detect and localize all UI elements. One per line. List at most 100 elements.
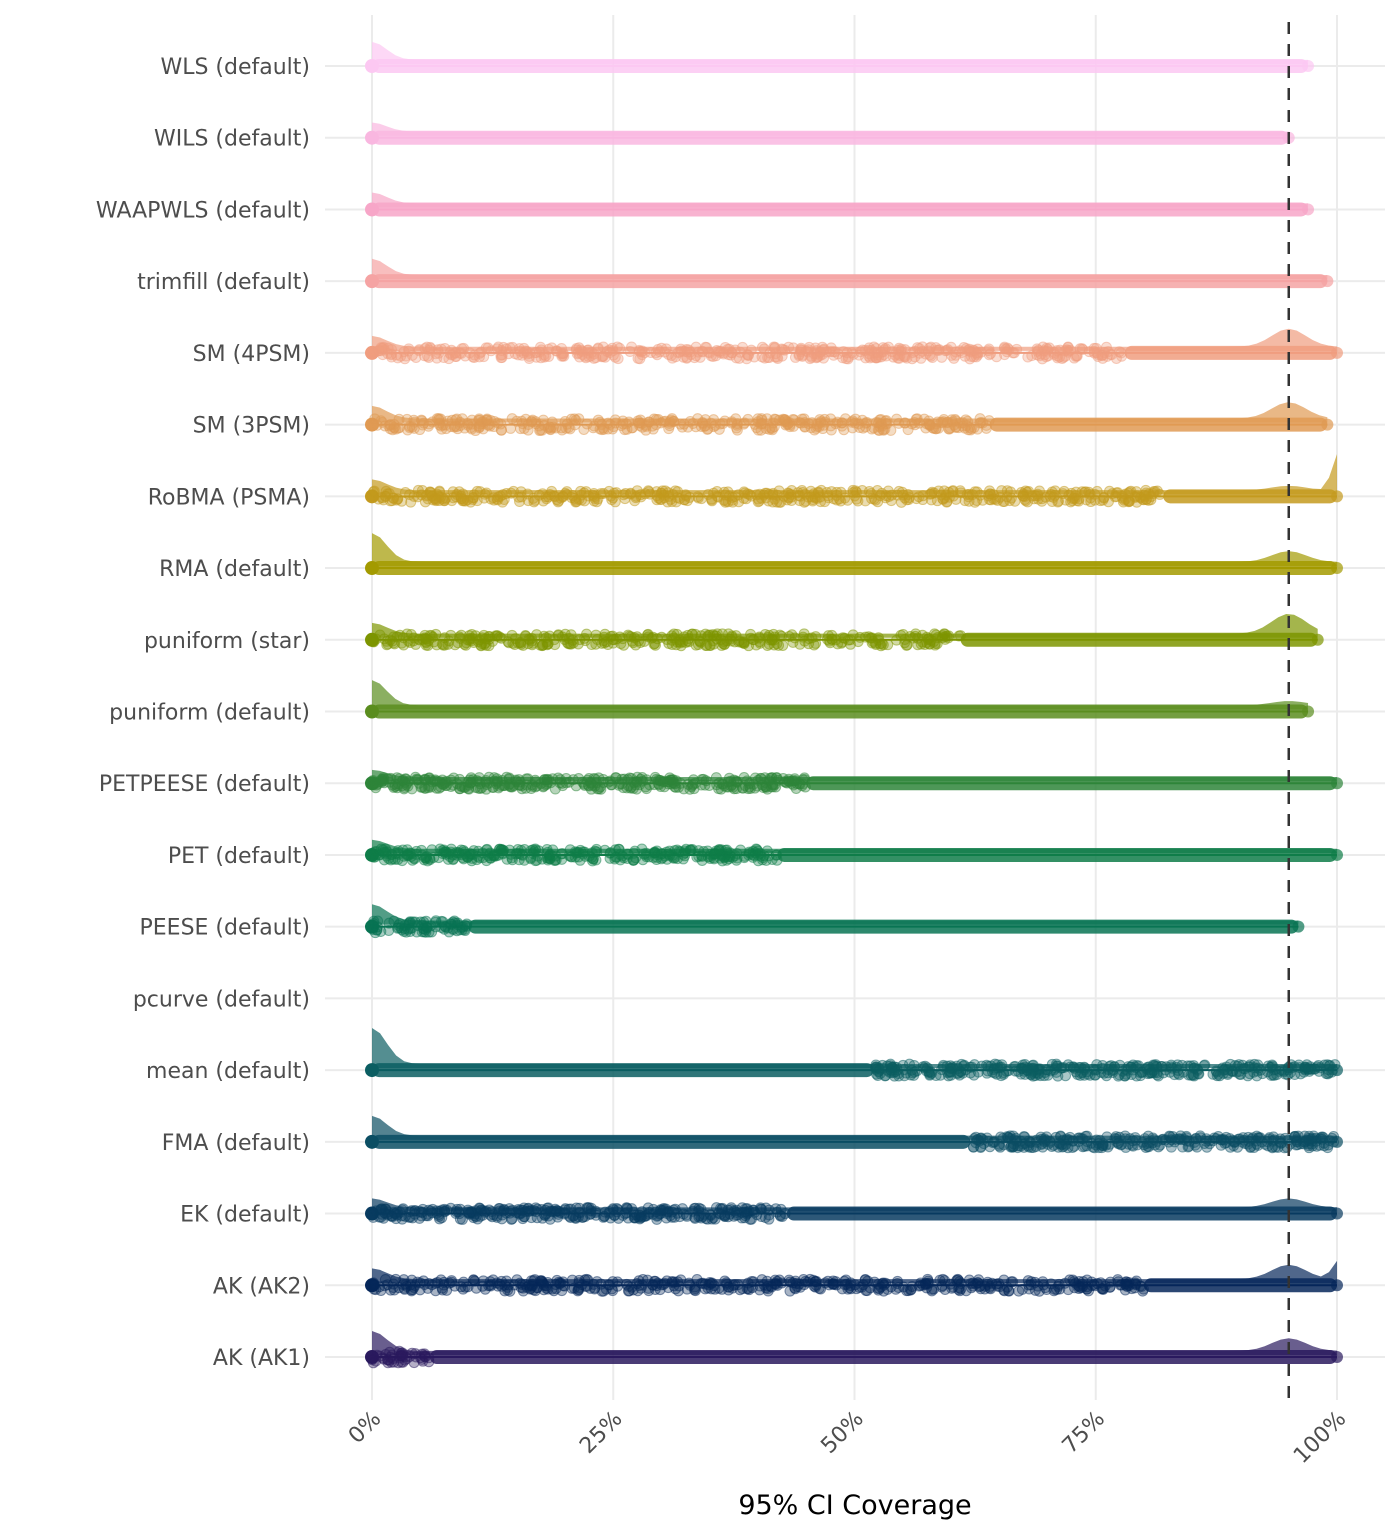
data-point — [888, 1066, 900, 1078]
point-band — [372, 1063, 874, 1078]
data-point — [1017, 488, 1029, 500]
y-tick-label: WLS (default) — [160, 55, 310, 80]
data-point — [942, 416, 954, 428]
y-tick-label: SM (3PSM) — [193, 414, 310, 439]
data-point — [1029, 490, 1041, 502]
data-point — [750, 639, 762, 651]
data-point — [777, 639, 789, 651]
data-point — [546, 342, 558, 354]
data-point — [1229, 1136, 1241, 1148]
x-axis-title: 95% CI Coverage — [738, 1490, 971, 1521]
data-point — [717, 417, 729, 429]
data-point — [633, 417, 645, 429]
data-point — [602, 417, 614, 429]
data-point — [663, 423, 675, 435]
data-point — [433, 852, 445, 864]
data-point — [711, 490, 723, 502]
y-axis-labels: WLS (default) WILS (default) WAAPWLS (defa… — [96, 55, 310, 1371]
data-point — [574, 1207, 586, 1219]
y-tick-label: PET (default) — [168, 844, 310, 869]
data-point — [365, 1134, 379, 1149]
point-band — [468, 919, 1299, 934]
data-point — [1331, 1351, 1343, 1363]
data-point — [378, 341, 390, 353]
y-tick-label: pcurve (default) — [133, 987, 310, 1012]
data-point — [559, 1208, 571, 1220]
data-point — [454, 783, 466, 795]
data-point — [709, 1283, 721, 1295]
data-point — [494, 631, 506, 643]
data-point — [745, 344, 757, 356]
data-point — [516, 783, 528, 795]
data-point — [723, 1281, 735, 1293]
data-point — [730, 413, 742, 425]
data-point — [756, 341, 768, 353]
data-point — [917, 341, 929, 353]
data-point — [893, 1282, 905, 1294]
data-point — [409, 853, 421, 865]
series-wls-default- — [365, 41, 1315, 73]
data-point — [404, 422, 416, 434]
data-point — [475, 346, 487, 358]
data-point — [636, 346, 648, 358]
point-band — [1144, 1278, 1337, 1293]
data-point — [902, 1285, 914, 1297]
data-point — [960, 1064, 972, 1076]
data-point — [585, 1208, 597, 1220]
y-tick-label: EK (default) — [180, 1203, 310, 1228]
data-point — [883, 341, 895, 353]
data-point — [1148, 1060, 1160, 1072]
data-point — [511, 847, 523, 859]
data-point — [588, 495, 600, 507]
data-point — [807, 494, 819, 506]
data-point — [974, 413, 986, 425]
data-point — [1065, 496, 1077, 508]
data-point — [421, 922, 433, 934]
data-point — [846, 347, 858, 359]
data-point — [546, 416, 558, 428]
data-point — [529, 494, 541, 506]
data-point — [1121, 1280, 1133, 1292]
point-band — [806, 776, 1337, 791]
data-point — [1116, 492, 1128, 504]
data-point — [1056, 1141, 1068, 1153]
data-point — [423, 772, 435, 784]
data-point — [1195, 1132, 1207, 1144]
data-point — [399, 1283, 411, 1295]
data-point — [999, 349, 1011, 361]
data-point — [724, 1208, 736, 1220]
data-point — [584, 1282, 596, 1294]
data-point — [901, 639, 913, 651]
data-point — [1019, 1131, 1031, 1143]
data-point — [713, 345, 725, 357]
data-point — [1079, 486, 1091, 498]
data-point — [880, 492, 892, 504]
data-point — [745, 490, 757, 502]
data-point — [365, 561, 379, 576]
data-point — [942, 1070, 954, 1082]
data-point — [1131, 1139, 1143, 1151]
data-point — [437, 639, 449, 651]
data-point — [411, 926, 423, 938]
point-band — [372, 704, 1309, 719]
data-point — [607, 1203, 619, 1215]
data-point — [1005, 1276, 1017, 1288]
data-point — [948, 352, 960, 364]
series-peese-default- — [365, 904, 1305, 939]
data-point — [541, 1202, 553, 1214]
data-point — [1126, 1069, 1138, 1081]
data-point — [368, 1278, 380, 1290]
data-point — [695, 1277, 707, 1289]
data-point — [633, 635, 645, 647]
data-point — [637, 854, 649, 866]
data-point — [459, 350, 471, 362]
point-band — [1124, 345, 1337, 360]
data-point — [553, 495, 565, 507]
data-point — [476, 632, 488, 644]
data-point — [812, 351, 824, 363]
data-point — [1331, 346, 1343, 359]
data-point — [429, 1277, 441, 1289]
data-point — [965, 423, 977, 435]
data-point — [585, 783, 597, 795]
y-tick-label: AK (AK2) — [213, 1274, 310, 1299]
